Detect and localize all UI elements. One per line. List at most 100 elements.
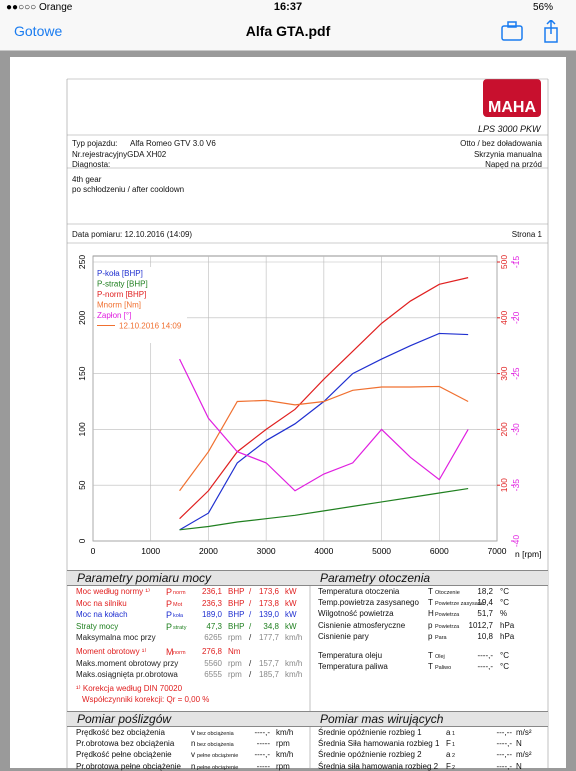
table-cell: 1012,7 [468,620,493,630]
table-cell: 1 [452,731,456,737]
table-cell: a [446,728,451,737]
table-cell: Pr.obrotowa bez obciążenia [76,739,175,749]
table-cell: norm [173,650,186,656]
note: po schłodzeniu / after cooldown [72,185,185,194]
table-cell: Cisnienie pary [318,631,369,641]
table-cell: Moc według normy ¹⁾ [76,587,150,596]
table-cell: m/s² [516,750,532,760]
table-cell: P [166,598,173,609]
table-cell: °C [500,587,509,596]
table-cell: rpm [276,739,290,749]
table-cell: °C [500,651,509,660]
legend-entry: Zapłon [°] [97,311,131,320]
legend-entry: P-norm [BHP] [97,290,146,299]
table-cell: 276,8 [201,647,222,656]
table-cell: Średnie opóźnienie rozbieg 2 [318,750,422,760]
table-cell: Średnie opóźnienie rozbieg 1 [318,728,422,737]
series-line [179,385,469,492]
table-cell: T [428,651,433,660]
table-cell: ----,- [477,651,493,660]
table-cell: Średnia Siła hamowania rozbieg 1 [318,739,440,749]
table-cell: / [249,658,252,668]
table-cell: P [166,610,173,621]
table-cell: 18,2 [477,587,493,596]
table-cell: km/h [285,670,303,680]
table-cell: P [166,621,173,632]
y2-tick-label: 200 [499,422,509,436]
table-cell: Wilgotność powietrza [318,609,394,619]
table-cell: km/h [276,728,294,737]
info-label: Diagnosta: [72,160,111,169]
table-cell: Maksymalna moc przy [76,633,156,643]
table-cell: 6265 [204,633,222,643]
date: Data pomiaru: 12.10.2016 (14:09) [72,230,193,239]
y3-tick-label: -25 [511,367,521,380]
table-cell: rpm [228,670,242,680]
info-right: Otto / bez doładowania [460,139,542,148]
table-cell: p [428,631,433,641]
note: 4th gear [72,175,102,184]
table-cell: H [428,609,434,619]
table-cell: 6555 [204,670,222,680]
table-cell: T [428,587,433,596]
table-cell: n [191,739,196,749]
table-cell: ----,- [254,728,270,737]
y-tick-label: 200 [77,310,87,324]
x-tick-label: 2000 [199,546,218,556]
table-cell: BHP [228,598,245,608]
table-cell: % [500,609,508,619]
table-cell: Paliwo [435,665,452,672]
table-cell: Nm [228,647,241,656]
info-label: Nr.rejestracyjnyGDA XH02 [72,150,167,159]
table-cell: T [428,662,433,672]
table-cell: 173,6 [258,587,279,596]
table-cell: 51,7 [477,609,493,619]
table-cell: / [249,587,252,596]
x-tick-label: 7000 [488,546,507,556]
table-cell: Średnia siła hamowania rozbieg 2 [318,761,439,771]
table-cell: 189,0 [201,610,222,620]
table-cell: M [166,647,174,657]
table-cell: Temperatura otoczenia [318,587,400,596]
table-cell: T [428,598,433,608]
y2-tick-label: 100 [499,478,509,492]
table-cell: v [191,728,195,737]
table-cell: ----,- [496,739,512,749]
table-cell: rpm [276,761,290,771]
table-cell: °C [500,598,509,608]
y3-tick-label: -35 [511,479,521,492]
y-tick-label: 150 [77,366,87,380]
x-tick-label: 0 [91,546,96,556]
battery-level: 56% [533,2,554,13]
table-cell: Temperatura paliwa [318,662,388,672]
table-cell: N [516,761,522,771]
x-tick-label: 5000 [372,546,391,556]
series-line [179,487,469,531]
table-cell: 139,0 [258,610,279,620]
legend [95,267,187,343]
navigation-bar: ●●○○○ Orange 16:37 56% Gotowe Alfa GTA.p… [0,0,576,51]
table-cell: ---,-- [496,750,512,760]
back-button[interactable]: Gotowe [14,23,63,39]
table-cell: kW [285,610,297,620]
table-cell: / [249,633,252,643]
table-cell: Moment obrotowy ¹⁾ [76,647,147,656]
table-cell: Maks.osiągnięta pr.obrotowa [76,670,178,680]
y2-tick-label: 500 [499,255,509,269]
logo: MAHA [483,79,541,117]
table-cell: Temperatura oleju [318,651,383,660]
table-cell: ----,- [496,761,512,771]
nav-icons[interactable] [500,20,560,44]
y3-tick-label: -15 [511,256,521,269]
table-cell: / [249,670,252,680]
table-cell: ----- [256,761,270,771]
table-cell: 173,8 [258,598,279,608]
footnote: Współczynniki korekcji: Qr = 0,00 % [82,695,210,704]
table-cell: 1 [452,742,456,749]
table-cell: ----,- [477,662,493,672]
table-cell: Temp.powietrza zasysanego [318,598,419,608]
table-cell: Otoczenie [435,590,460,596]
table-cell: a [446,750,451,760]
table-cell: ----- [256,739,270,749]
y2-tick-label: 300 [499,366,509,380]
